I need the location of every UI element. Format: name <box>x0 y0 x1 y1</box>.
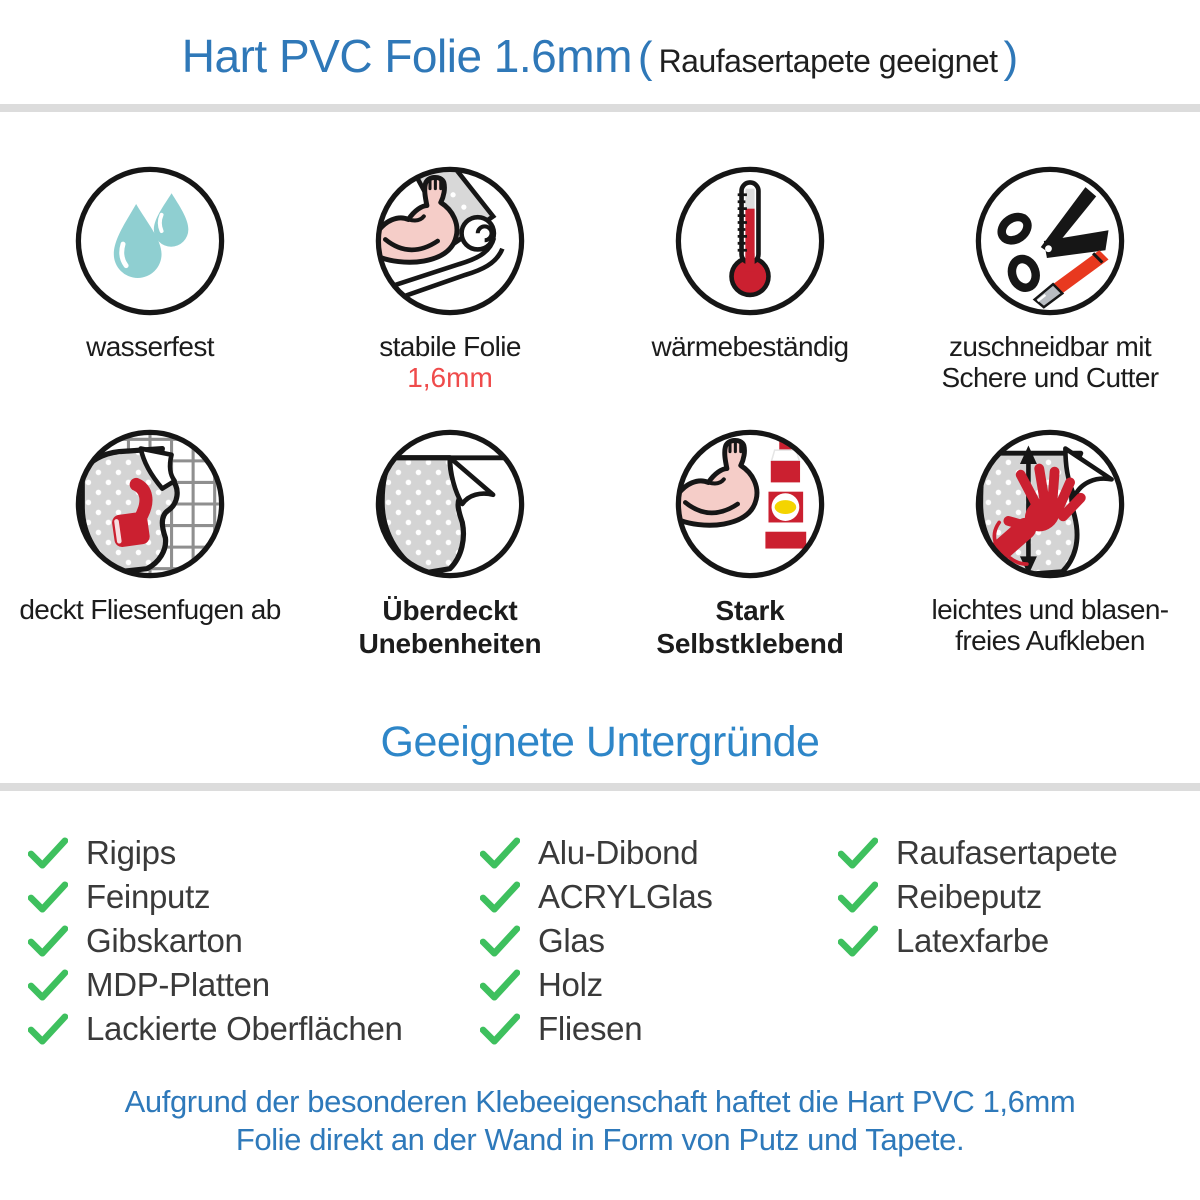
check-icon <box>480 837 520 869</box>
thermometer-icon <box>675 166 825 316</box>
water-drops-icon <box>75 166 225 316</box>
title-paren-close: ) <box>1003 33 1019 82</box>
check-icon <box>28 881 68 913</box>
surfaces-column-2: Alu-Dibond ACRYLGlas Glas Holz Fliesen <box>470 831 820 1051</box>
feature-label: wärmebeständig <box>651 331 849 362</box>
feature-row-2: deckt Fliesenfugen ab <box>0 393 1200 660</box>
check-icon <box>480 969 520 1001</box>
check-icon <box>480 925 520 957</box>
feature-covers-tile-joints: deckt Fliesenfugen ab <box>0 393 300 660</box>
list-item: Alu-Dibond <box>480 831 820 875</box>
list-item: Reibeputz <box>838 875 1200 919</box>
feature-label: wasserfest <box>86 331 214 362</box>
feature-heat-resistant: wärmebeständig <box>600 112 900 393</box>
list-item: Holz <box>480 963 820 1007</box>
feature-label: zuschneidbar mit Schere und Cutter <box>941 331 1159 393</box>
title-main: Hart PVC Folie 1.6mm <box>181 30 633 82</box>
feature-covers-unevenness: Überdeckt Unebenheiten <box>300 393 600 660</box>
feature-label: stabile Folie 1,6mm <box>379 331 521 393</box>
list-item: Raufasertapete <box>838 831 1200 875</box>
bubble-free-hand-icon <box>975 429 1125 579</box>
footer-note: Aufgrund der besonderen Klebeeigenschaft… <box>0 1083 1200 1159</box>
page-title: Hart PVC Folie 1.6mm ( Raufasertapete ge… <box>182 29 1018 83</box>
thickness-value: 1,6mm <box>407 362 493 393</box>
check-icon <box>28 969 68 1001</box>
check-icon <box>28 1013 68 1045</box>
check-icon <box>480 1013 520 1045</box>
footer-line-2: Folie direkt an der Wand in Form von Put… <box>235 1122 965 1157</box>
muscle-film-roll-icon <box>375 166 525 316</box>
footer-line-1: Aufgrund der besonderen Klebeeigenschaft… <box>124 1084 1076 1119</box>
scissors-cutter-icon <box>975 166 1125 316</box>
muscle-glue-tube-icon <box>675 429 825 579</box>
surfaces-list: Rigips Feinputz Gibskarton MDP-Platten L… <box>0 831 1200 1051</box>
feature-stable-film: stabile Folie 1,6mm <box>300 112 600 393</box>
check-icon <box>480 881 520 913</box>
header: Hart PVC Folie 1.6mm ( Raufasertapete ge… <box>0 0 1200 104</box>
surfaces-column-3: Raufasertapete Reibeputz Latexfarbe <box>820 831 1200 1051</box>
list-item: Lackierte Oberflächen <box>28 1007 470 1051</box>
feature-row-1: wasserfest <box>0 112 1200 393</box>
feature-label: deckt Fliesenfugen ab <box>19 594 281 625</box>
check-icon <box>838 925 878 957</box>
tile-joint-cover-icon <box>75 429 225 579</box>
check-icon <box>28 925 68 957</box>
divider-top <box>0 104 1200 112</box>
list-item: Rigips <box>28 831 470 875</box>
list-item: Fliesen <box>480 1007 820 1051</box>
check-icon <box>838 881 878 913</box>
check-icon <box>28 837 68 869</box>
surfaces-heading: Geeignete Untergründe <box>380 718 820 766</box>
feature-cuttable: zuschneidbar mit Schere und Cutter <box>900 112 1200 393</box>
list-item: ACRYLGlas <box>480 875 820 919</box>
list-item: Latexfarbe <box>838 919 1200 963</box>
list-item: Glas <box>480 919 820 963</box>
title-subtitle: Raufasertapete geeignet <box>658 43 998 79</box>
title-paren-open: ( <box>637 33 653 82</box>
list-item: MDP-Platten <box>28 963 470 1007</box>
feature-label: Stark Selbstklebend <box>656 595 844 659</box>
surfaces-column-1: Rigips Feinputz Gibskarton MDP-Platten L… <box>0 831 470 1051</box>
covers-unevenness-icon <box>375 429 525 579</box>
feature-bubble-free: leichtes und blasen- freies Aufkleben <box>900 393 1200 660</box>
list-item: Feinputz <box>28 875 470 919</box>
list-item: Gibskarton <box>28 919 470 963</box>
divider-middle <box>0 783 1200 791</box>
feature-label: leichtes und blasen- freies Aufkleben <box>931 594 1169 656</box>
check-icon <box>838 837 878 869</box>
feature-strong-adhesive: Stark Selbstklebend <box>600 393 900 660</box>
feature-waterproof: wasserfest <box>0 112 300 393</box>
feature-label: Überdeckt Unebenheiten <box>358 595 542 659</box>
